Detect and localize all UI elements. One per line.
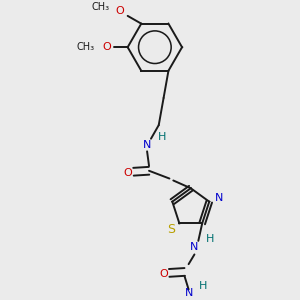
Text: H: H	[199, 280, 207, 290]
Text: N: N	[184, 288, 193, 298]
Text: N: N	[215, 193, 223, 203]
Text: O: O	[102, 42, 111, 52]
Text: N: N	[190, 242, 199, 252]
Text: O: O	[123, 168, 132, 178]
Text: CH₃: CH₃	[92, 2, 110, 12]
Text: O: O	[116, 6, 124, 16]
Text: CH₃: CH₃	[77, 42, 95, 52]
Text: H: H	[206, 234, 214, 244]
Text: S: S	[168, 223, 176, 236]
Text: N: N	[143, 140, 151, 149]
Text: O: O	[159, 269, 168, 279]
Text: H: H	[158, 132, 166, 142]
